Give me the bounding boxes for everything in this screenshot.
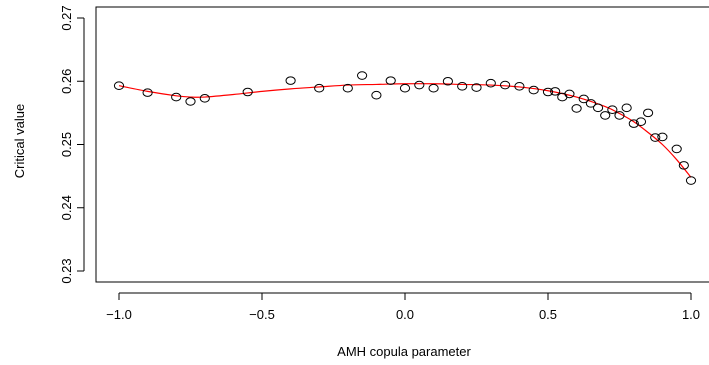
data-point bbox=[457, 82, 468, 91]
data-point bbox=[428, 83, 439, 93]
fitted-curve-layer bbox=[118, 83, 692, 178]
data-point bbox=[414, 80, 425, 90]
data-point bbox=[614, 111, 625, 120]
x-tick-label: 1.0 bbox=[682, 307, 700, 322]
data-point bbox=[685, 176, 697, 185]
y-tick-label: 0.26 bbox=[59, 69, 74, 94]
data-point bbox=[678, 161, 689, 170]
data-point bbox=[242, 87, 253, 97]
x-tick-label: 0.0 bbox=[396, 307, 414, 322]
data-point bbox=[557, 92, 568, 102]
data-point bbox=[442, 76, 453, 86]
data-point bbox=[542, 87, 554, 97]
y-tick-label: 0.23 bbox=[59, 258, 74, 283]
y-tick-label: 0.27 bbox=[59, 5, 74, 30]
data-point bbox=[528, 85, 539, 95]
data-point bbox=[657, 132, 668, 142]
data-point bbox=[399, 83, 411, 93]
data-point bbox=[314, 83, 325, 93]
data-point bbox=[592, 103, 604, 113]
data-points-layer bbox=[113, 71, 697, 185]
data-point bbox=[113, 81, 125, 90]
data-point bbox=[342, 83, 353, 93]
data-point bbox=[485, 78, 496, 88]
data-point bbox=[514, 82, 525, 91]
x-tick-label: −0.5 bbox=[249, 307, 275, 322]
data-point bbox=[550, 87, 561, 96]
y-tick-label: 0.25 bbox=[59, 132, 74, 157]
fitted-curve bbox=[118, 83, 692, 178]
y-axis: 0.23 0.24 0.25 0.26 0.27 bbox=[59, 5, 85, 284]
data-point bbox=[671, 144, 682, 154]
data-point bbox=[385, 76, 396, 85]
x-tick-label: −1.0 bbox=[106, 307, 132, 322]
data-point bbox=[578, 94, 589, 104]
x-axis-title: AMH copula parameter bbox=[337, 344, 471, 359]
data-point bbox=[635, 117, 647, 127]
data-point bbox=[607, 105, 618, 115]
data-point bbox=[571, 104, 582, 113]
data-point bbox=[357, 71, 368, 80]
data-point bbox=[650, 133, 661, 142]
data-point bbox=[199, 94, 210, 103]
y-tick-label: 0.24 bbox=[59, 195, 74, 220]
x-axis: −1.0 −0.5 0.0 0.5 1.0 bbox=[106, 292, 700, 322]
data-point bbox=[185, 97, 196, 106]
data-point bbox=[585, 99, 597, 108]
data-point bbox=[600, 111, 611, 120]
data-point bbox=[142, 88, 153, 97]
plot-box bbox=[95, 6, 709, 283]
data-point bbox=[643, 108, 654, 118]
data-point bbox=[285, 76, 296, 85]
data-point bbox=[471, 83, 482, 92]
plot-frame bbox=[95, 6, 709, 283]
data-point bbox=[171, 92, 182, 102]
data-point bbox=[500, 80, 511, 90]
data-point bbox=[564, 89, 575, 99]
x-tick-label: 0.5 bbox=[539, 307, 557, 322]
data-point bbox=[628, 119, 639, 128]
data-point bbox=[621, 103, 632, 113]
y-axis-title: Critical value bbox=[12, 104, 27, 178]
data-point bbox=[371, 90, 382, 100]
